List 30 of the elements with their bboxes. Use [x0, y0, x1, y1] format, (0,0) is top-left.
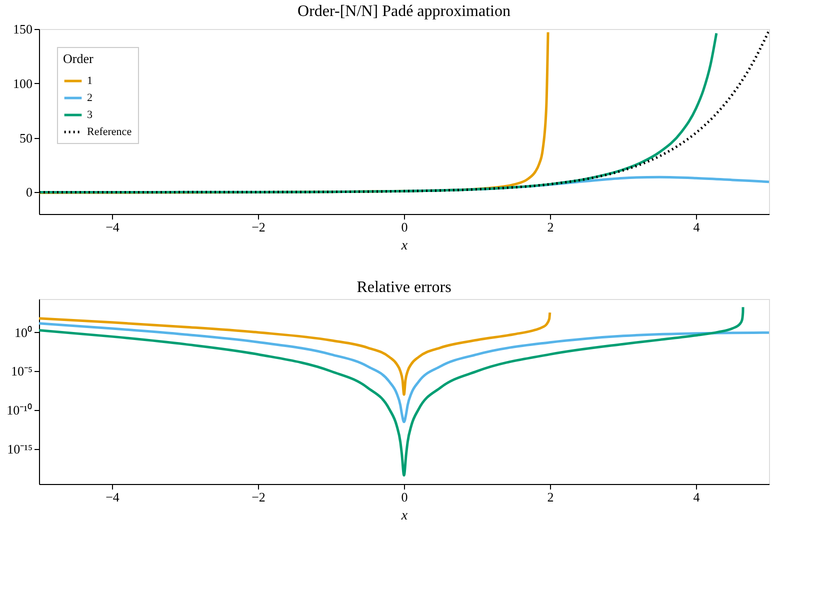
y-tick-label: 10⁰: [14, 324, 32, 340]
x-tick-label: −2: [252, 220, 266, 234]
x-tick-label: 2: [547, 490, 554, 504]
x-tick-label: 4: [693, 490, 700, 504]
x-tick-label: −2: [252, 490, 266, 504]
x-tick-label: −4: [106, 220, 120, 234]
y-tick-label: 50: [20, 130, 32, 146]
legend-label: 1: [87, 75, 92, 87]
x-axis-title: x: [400, 508, 408, 524]
y-tick-label: 0: [26, 184, 32, 200]
y-tick-label: 10⁻⁵: [10, 364, 32, 379]
y-tick-label: 10⁻¹⁰: [6, 402, 32, 418]
x-tick-label: 0: [401, 490, 408, 504]
line-series: [39, 322, 769, 424]
chart-title: Relative errors: [356, 279, 452, 296]
y-tick-label: 100: [13, 76, 32, 91]
x-tick-label: −4: [106, 490, 120, 504]
legend-label: Reference: [87, 126, 132, 138]
chart-title: Order-[N/N] Padé approximation: [298, 3, 510, 20]
y-tick-label: 10⁻¹⁵: [7, 441, 32, 456]
x-tick-label: 4: [693, 220, 700, 234]
line-series: [39, 306, 744, 477]
legend-title: Order: [63, 51, 94, 66]
line-series: [39, 311, 552, 396]
legend-label: 3: [87, 109, 93, 121]
x-axis-title: x: [400, 238, 408, 254]
x-tick-label: 2: [547, 220, 554, 234]
y-tick-label: 150: [13, 22, 32, 36]
legend-label: 2: [87, 92, 92, 104]
x-tick-label: 0: [401, 220, 408, 234]
